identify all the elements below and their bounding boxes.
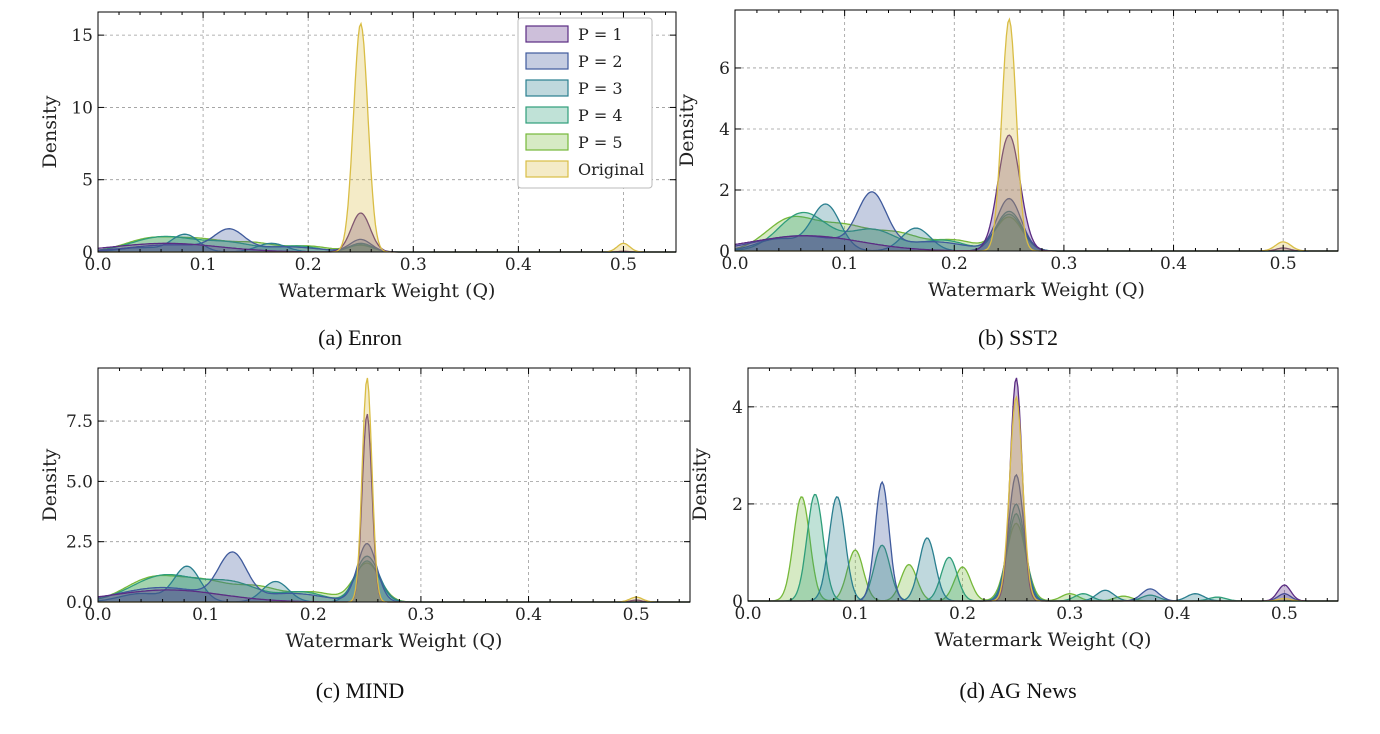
- x-tick-label: 0.3: [1050, 254, 1077, 274]
- chart-panel-3: 0.0 0.1 0.2 0.3 0.4 0.5 0 2 4 Watermark Weight (Q…: [689, 367, 1339, 651]
- x-tick-label: 0.3: [400, 255, 427, 275]
- y-axis-label: Density: [689, 448, 711, 521]
- plot-area: [98, 368, 690, 602]
- axes-frame: [97, 367, 691, 603]
- density-area-p5: [98, 236, 676, 252]
- x-tick-label: 0.0: [84, 605, 111, 625]
- density-area-p5: [748, 496, 1338, 601]
- caption-c: (c) MIND: [315, 678, 405, 703]
- x-tick-label: 0.3: [1056, 604, 1083, 624]
- density-area-p4: [98, 236, 676, 252]
- y-tick-label: 4: [732, 398, 743, 418]
- legend-label: P = 2: [578, 52, 623, 71]
- legend-label: P = 4: [578, 106, 623, 125]
- y-tick-label: 2.5: [66, 533, 93, 553]
- legend-box: [517, 17, 653, 189]
- density-area-p1: [735, 135, 1338, 251]
- y-tick-label: 0: [82, 243, 93, 263]
- x-tick-label: 0.5: [610, 255, 637, 275]
- density-area-p2: [98, 228, 676, 252]
- x-tick-label: 0.2: [941, 254, 968, 274]
- density-area-p4: [98, 560, 690, 602]
- axes-frame: [734, 9, 1339, 252]
- legend-label: P = 1: [578, 25, 623, 44]
- y-tick-label: 4: [719, 120, 730, 140]
- chart-panel-2: 0.0 0.1 0.2 0.3 0.4 0.5 0.0 2.5 5.0 7.5 Watermark …: [39, 367, 691, 652]
- chart-panel-1: 0.0 0.1 0.2 0.3 0.4 0.5 0 2 4 6 Watermark Weight (…: [676, 9, 1339, 301]
- legend: P = 1 P = 2 P = 3 P = 4 P = 5 Original: [517, 17, 653, 189]
- plot-area: [735, 10, 1338, 251]
- x-axis-label: Watermark Weight (Q): [279, 280, 496, 302]
- density-area-p5: [735, 216, 1338, 251]
- x-tick-label: 0.1: [192, 605, 219, 625]
- axes-frame: [747, 367, 1339, 602]
- legend-swatch: [525, 79, 569, 97]
- legend-label: Original: [578, 160, 644, 179]
- y-tick-label: 2: [732, 495, 743, 515]
- y-tick-label: 0.0: [66, 593, 93, 613]
- x-tick-label: 0.3: [407, 605, 434, 625]
- density-area-p3: [735, 204, 1338, 251]
- x-tick-label: 0.5: [623, 605, 650, 625]
- x-tick-label: 0.5: [1271, 604, 1298, 624]
- x-tick-label: 0.4: [515, 605, 542, 625]
- caption-b: (b) SST2: [977, 325, 1059, 350]
- y-tick-label: 0: [732, 592, 743, 612]
- legend-label: P = 5: [578, 133, 623, 152]
- y-axis-label: Density: [676, 94, 698, 167]
- legend-swatch: [525, 106, 569, 124]
- legend-label: P = 3: [578, 79, 623, 98]
- y-tick-label: 5.0: [66, 472, 93, 492]
- x-tick-label: 0.5: [1270, 254, 1297, 274]
- y-tick-label: 10: [71, 98, 93, 118]
- x-tick-label: 0.0: [734, 604, 761, 624]
- density-area-p5: [98, 563, 690, 602]
- axes-frame: [97, 11, 677, 253]
- caption-a: (a) Enron: [318, 325, 402, 350]
- density-area-p2: [98, 543, 690, 602]
- x-tick-label: 0.1: [190, 255, 217, 275]
- y-tick-label: 5: [82, 171, 93, 191]
- legend-swatch: [525, 160, 569, 178]
- y-tick-label: 7.5: [66, 412, 93, 432]
- x-tick-label: 0.4: [1164, 604, 1191, 624]
- y-axis-label: Density: [39, 448, 61, 521]
- x-tick-label: 0.1: [831, 254, 858, 274]
- density-area-p4: [735, 212, 1338, 251]
- y-tick-label: 0: [719, 242, 730, 262]
- x-tick-label: 0.0: [84, 255, 111, 275]
- x-tick-label: 0.4: [1160, 254, 1187, 274]
- y-tick-label: 6: [719, 59, 730, 79]
- x-tick-label: 0.4: [505, 255, 532, 275]
- x-axis-label: Watermark Weight (Q): [286, 630, 503, 652]
- x-axis-label: Watermark Weight (Q): [935, 629, 1152, 651]
- density-area-p1: [98, 213, 676, 252]
- x-tick-label: 0.2: [295, 255, 322, 275]
- density-area-p2: [735, 191, 1338, 251]
- density-area-p3: [98, 556, 690, 602]
- y-axis-label: Density: [39, 95, 61, 168]
- chart-panel-0: 0.0 0.1 0.2 0.3 0.4 0.5 0 5 10 15 Watermark Weight…: [39, 11, 677, 302]
- legend-swatch: [525, 52, 569, 70]
- x-tick-label: 0.0: [721, 254, 748, 274]
- x-axis-label: Watermark Weight (Q): [928, 279, 1145, 301]
- caption-d: (d) AG News: [959, 678, 1077, 703]
- x-tick-label: 0.2: [300, 605, 327, 625]
- x-tick-label: 0.1: [842, 604, 869, 624]
- legend-swatch: [525, 133, 569, 151]
- x-tick-label: 0.2: [949, 604, 976, 624]
- density-area-p3: [98, 234, 676, 252]
- density-area-p4: [748, 494, 1338, 601]
- y-tick-label: 2: [719, 181, 730, 201]
- y-tick-label: 15: [71, 26, 93, 46]
- legend-swatch: [525, 25, 569, 43]
